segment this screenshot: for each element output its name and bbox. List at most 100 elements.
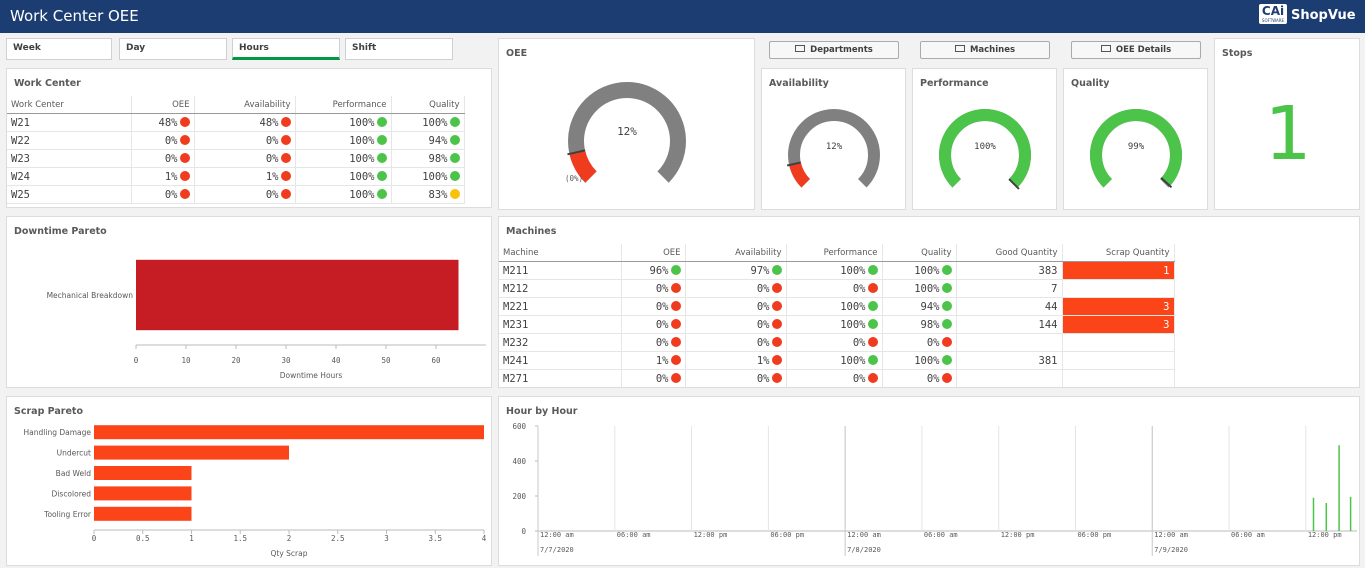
status-dot [180,171,190,181]
cell: 100% [882,352,956,370]
cell: 1% [621,352,685,370]
status-dot [772,373,782,383]
status-dot [281,171,291,181]
cell: M211 [499,262,621,280]
cell: 100% [882,280,956,298]
button[interactable]: OEE Details [1071,41,1201,59]
cell-text: 0% [165,153,178,165]
cell: M231 [499,316,621,334]
cell: 100% [295,168,391,186]
x-axis-label: Downtime Hours [280,371,343,380]
cell: 96% [621,262,685,280]
button[interactable]: Departments [769,41,899,59]
cell-text: 1% [266,171,279,183]
cell-text: 0% [165,135,178,147]
bar [94,446,289,460]
status-dot [281,189,291,199]
cell-text: 100% [840,355,865,367]
date-tick-label: 7/7/2020 [540,546,574,554]
cell-text: 98% [921,319,940,331]
cell-text: 1 [1163,265,1169,277]
x-tick-label: 2 [287,534,292,543]
x-tick-label: 40 [331,356,341,365]
cell: 100% [786,316,882,334]
cell [1062,280,1174,298]
column-header: Scrap Quantity [1062,244,1174,262]
chart: 00.511.522.533.54Qty ScrapHandling Damag… [7,397,491,565]
cell [1062,370,1174,388]
page-title: Work Center OEE [10,7,139,25]
row: M2320%0%0%0% [499,334,1174,352]
cell: 0% [131,132,194,150]
cell-text: 381 [1039,355,1058,367]
x-tick-label: 06:00 am [924,531,958,539]
cell: 98% [391,150,464,168]
row: M2310%0%100%98%1443 [499,316,1174,334]
x-axis-label: Qty Scrap [271,549,308,558]
bar [1313,498,1315,531]
cell-text: 0% [927,373,940,385]
status-dot [671,373,681,383]
row: M2710%0%0%0% [499,370,1174,388]
status-dot [377,135,387,145]
column-header: Performance [786,244,882,262]
status-dot [450,189,460,199]
cell-text: 0% [266,153,279,165]
cell-text: 0% [757,283,770,295]
category-label: Mechanical Breakdown [47,291,134,300]
cell: 0% [882,370,956,388]
status-dot [671,283,681,293]
cell-text: 1% [757,355,770,367]
cell-text: 0% [656,319,669,331]
tab[interactable]: Week [6,38,112,60]
tab[interactable]: Day [119,38,227,60]
tab[interactable]: Shift [345,38,453,60]
logo-mark-box: CAi SOFTWARE [1259,4,1287,24]
cell-text: 0% [266,135,279,147]
row: W220%0%100%94% [7,132,464,150]
cell: 1% [194,168,295,186]
oee-panel: OEE12%(0%) [498,38,755,210]
cell: 383 [956,262,1062,280]
cell: 0% [685,334,786,352]
bar [94,507,192,521]
cell: 3 [1062,316,1174,334]
status-dot [772,283,782,293]
cell-text: 94% [429,135,448,147]
cell-text: 94% [921,301,940,313]
cell: 0% [621,298,685,316]
cell-text: W25 [11,189,30,201]
cell: M241 [499,352,621,370]
status-dot [180,135,190,145]
button-icon [955,45,965,52]
x-tick-label: 12:00 am [540,531,574,539]
cell [1062,352,1174,370]
x-tick-label: 1.5 [233,534,247,543]
gauge-label: 12% [826,142,843,152]
status-dot [671,337,681,347]
status-dot [942,373,952,383]
gauge-panel: 99%Quality [1063,68,1208,210]
cell: 0% [194,150,295,168]
date-tick-label: 7/9/2020 [1154,546,1188,554]
status-dot [942,301,952,311]
status-dot [772,319,782,329]
cell-text: 1% [165,171,178,183]
button[interactable]: Machines [920,41,1050,59]
cell: 100% [295,150,391,168]
cell: 0% [882,334,956,352]
cell-text: 3 [1163,319,1169,331]
thead: Work CenterOEEAvailabilityPerformanceQua… [7,96,464,114]
panel-title: Performance [920,78,989,89]
x-tick-label: 30 [281,356,291,365]
cell: M212 [499,280,621,298]
cell: 0% [685,280,786,298]
tab[interactable]: Hours [232,38,340,60]
cell-text: 0% [853,337,866,349]
cell-text: 0% [853,373,866,385]
bar [1338,445,1340,531]
cell-text: M221 [503,301,528,313]
x-tick-label: 0 [92,534,97,543]
cell-text: 0% [757,301,770,313]
cell-text: 48% [260,117,279,129]
